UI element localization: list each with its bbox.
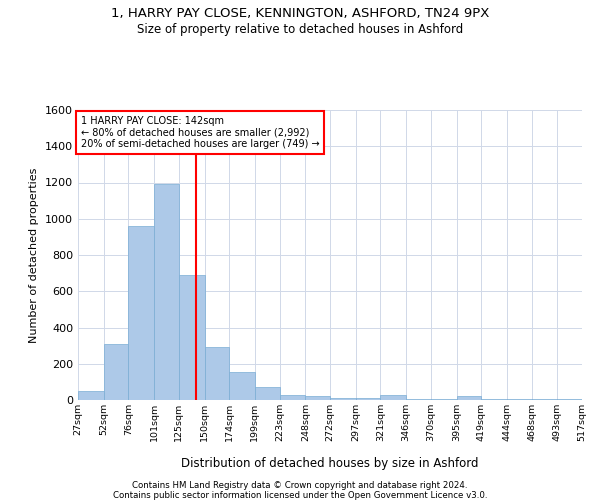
- Bar: [330, 398, 356, 400]
- Text: 1, HARRY PAY CLOSE, KENNINGTON, ASHFORD, TN24 9PX: 1, HARRY PAY CLOSE, KENNINGTON, ASHFORD,…: [111, 8, 489, 20]
- Bar: [104, 344, 128, 400]
- Bar: [457, 396, 481, 400]
- Bar: [406, 399, 431, 400]
- Text: Contains public sector information licensed under the Open Government Licence v3: Contains public sector information licen…: [113, 491, 487, 500]
- Bar: [431, 399, 457, 400]
- Text: Size of property relative to detached houses in Ashford: Size of property relative to detached ho…: [137, 22, 463, 36]
- Bar: [179, 275, 205, 400]
- Bar: [229, 372, 255, 400]
- Bar: [280, 394, 305, 400]
- Bar: [305, 396, 330, 400]
- Bar: [154, 184, 179, 400]
- Bar: [532, 399, 557, 400]
- Y-axis label: Number of detached properties: Number of detached properties: [29, 168, 40, 342]
- Bar: [481, 399, 507, 400]
- Bar: [128, 226, 154, 400]
- Bar: [356, 398, 380, 400]
- Bar: [255, 388, 280, 400]
- Text: Contains HM Land Registry data © Crown copyright and database right 2024.: Contains HM Land Registry data © Crown c…: [132, 481, 468, 490]
- Bar: [205, 346, 229, 400]
- Bar: [380, 396, 406, 400]
- Bar: [557, 399, 582, 400]
- Text: 1 HARRY PAY CLOSE: 142sqm
← 80% of detached houses are smaller (2,992)
20% of se: 1 HARRY PAY CLOSE: 142sqm ← 80% of detac…: [80, 116, 319, 149]
- Bar: [507, 399, 532, 400]
- Bar: [78, 391, 104, 400]
- Text: Distribution of detached houses by size in Ashford: Distribution of detached houses by size …: [181, 458, 479, 470]
